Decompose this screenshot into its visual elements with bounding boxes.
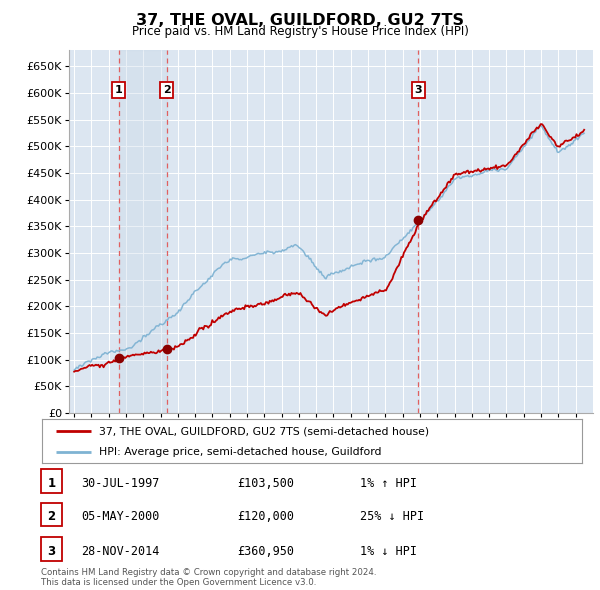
Text: 3: 3 xyxy=(415,85,422,95)
Bar xyxy=(119,50,167,413)
Text: 1: 1 xyxy=(115,85,122,95)
Text: Price paid vs. HM Land Registry's House Price Index (HPI): Price paid vs. HM Land Registry's House … xyxy=(131,25,469,38)
Text: 05-MAY-2000: 05-MAY-2000 xyxy=(81,510,160,523)
Text: £103,500: £103,500 xyxy=(237,477,294,490)
Text: 1: 1 xyxy=(47,477,56,490)
Text: 3: 3 xyxy=(47,545,56,558)
Text: 25% ↓ HPI: 25% ↓ HPI xyxy=(360,510,424,523)
Text: Contains HM Land Registry data © Crown copyright and database right 2024.
This d: Contains HM Land Registry data © Crown c… xyxy=(41,568,376,587)
Text: 2: 2 xyxy=(47,510,56,523)
Text: 1% ↓ HPI: 1% ↓ HPI xyxy=(360,545,417,558)
Text: £360,950: £360,950 xyxy=(237,545,294,558)
Text: 1% ↑ HPI: 1% ↑ HPI xyxy=(360,477,417,490)
Text: 37, THE OVAL, GUILDFORD, GU2 7TS: 37, THE OVAL, GUILDFORD, GU2 7TS xyxy=(136,13,464,28)
Text: 2: 2 xyxy=(163,85,170,95)
Text: 37, THE OVAL, GUILDFORD, GU2 7TS (semi-detached house): 37, THE OVAL, GUILDFORD, GU2 7TS (semi-d… xyxy=(98,427,429,436)
Text: £120,000: £120,000 xyxy=(237,510,294,523)
Text: HPI: Average price, semi-detached house, Guildford: HPI: Average price, semi-detached house,… xyxy=(98,447,381,457)
Text: 28-NOV-2014: 28-NOV-2014 xyxy=(81,545,160,558)
Text: 30-JUL-1997: 30-JUL-1997 xyxy=(81,477,160,490)
